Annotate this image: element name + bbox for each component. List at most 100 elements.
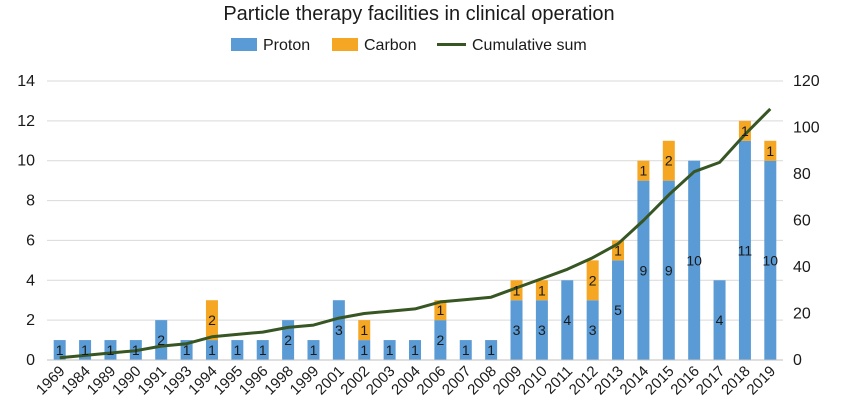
bar-carbon: [586, 260, 599, 301]
bar-proton: [764, 160, 777, 360]
data-label-proton: 3: [513, 322, 521, 338]
bar-proton: [561, 280, 574, 360]
data-label-proton: 3: [538, 322, 546, 338]
data-label-proton: 9: [640, 262, 648, 278]
data-label-proton: 3: [589, 322, 597, 338]
data-label-carbon: 1: [741, 123, 749, 139]
right-tick-label: 60: [793, 213, 811, 230]
bar-carbon: [662, 140, 675, 181]
cumulative-line: [59, 107, 772, 360]
data-label-proton: 4: [563, 312, 571, 328]
bar-proton: [459, 340, 472, 360]
data-label-carbon: 2: [208, 312, 216, 328]
bar-proton: [637, 180, 650, 360]
right-tick-label: 80: [793, 166, 811, 183]
data-label-proton: 1: [56, 342, 64, 358]
data-label-proton: 9: [665, 262, 673, 278]
left-tick-label: 14: [17, 73, 35, 90]
right-tick-label: 40: [793, 259, 811, 276]
data-label-proton: 2: [436, 332, 444, 348]
data-label-proton: 1: [310, 342, 318, 358]
bar-proton: [332, 300, 345, 360]
bar-proton: [409, 340, 421, 360]
data-label-proton: 1: [386, 342, 394, 358]
data-label-proton: 5: [614, 302, 622, 318]
data-label-proton: 1: [132, 342, 140, 358]
data-label-carbon: 2: [665, 153, 673, 169]
bar-proton: [256, 340, 269, 360]
right-y-axis: 0 20 40 60 80 100 120: [793, 73, 820, 369]
bar-proton: [434, 320, 447, 360]
data-label-carbon: 1: [436, 302, 444, 318]
data-label-carbon: 1: [614, 242, 622, 258]
data-label-proton: 1: [462, 342, 470, 358]
data-label-proton: 1: [259, 342, 267, 358]
data-label-proton: 11: [738, 242, 753, 258]
bar-proton: [535, 300, 548, 360]
data-label-proton: 4: [716, 312, 724, 328]
bar-proton: [155, 320, 168, 360]
left-tick-label: 0: [26, 352, 35, 369]
data-label-carbon: 1: [538, 282, 546, 298]
bar-carbon: [637, 160, 650, 181]
bar-proton: [713, 280, 726, 360]
chart-title: Particle therapy facilities in clinical …: [223, 3, 614, 25]
left-tick-label: 8: [26, 193, 35, 210]
right-tick-label: 100: [793, 120, 820, 137]
data-label-proton: 1: [107, 342, 115, 358]
legend-label-carbon: Carbon: [364, 37, 416, 54]
bar-proton: [383, 340, 396, 360]
bar-carbon: [434, 300, 447, 321]
data-label-proton: 1: [360, 342, 368, 358]
data-label-proton: 10: [686, 252, 702, 268]
left-tick-label: 10: [17, 153, 35, 170]
bar-proton: [307, 340, 320, 360]
legend: Proton Carbon Cumulative sum: [231, 37, 587, 54]
legend-label-proton: Proton: [263, 37, 310, 54]
data-label-proton: 1: [411, 342, 419, 358]
bar-proton: [231, 340, 244, 360]
data-label-proton: 2: [157, 332, 165, 348]
bars: [53, 120, 777, 360]
x-axis: 1969198419891990199119931994199519961998…: [33, 359, 783, 399]
x-tick-label: 2019: [744, 363, 780, 399]
data-label-proton: 3: [335, 322, 343, 338]
bar-carbon: [510, 280, 523, 301]
bar-carbon: [764, 140, 777, 161]
data-label-carbon: 1: [766, 143, 774, 159]
data-label-proton: 1: [487, 342, 495, 358]
legend-label-cumulative: Cumulative sum: [472, 37, 587, 54]
bar-proton: [738, 140, 751, 360]
data-label-proton: 10: [763, 252, 779, 268]
legend-swatch-carbon: [332, 38, 358, 51]
bar-proton: [586, 300, 599, 360]
bar-carbon: [358, 320, 371, 341]
data-label-proton: 1: [183, 342, 191, 358]
bar-carbon: [205, 300, 218, 341]
bar-proton: [612, 260, 625, 360]
bar-proton: [510, 300, 523, 360]
cumulative-sum-line: [59, 107, 772, 360]
data-label-proton: 1: [208, 342, 216, 358]
left-y-axis: 0 2 4 6 8 10 12 14: [17, 73, 35, 369]
right-tick-label: 0: [793, 352, 802, 369]
right-tick-label: 20: [793, 306, 811, 323]
bar-proton: [205, 340, 218, 360]
bar-proton: [53, 340, 66, 360]
bar-carbon: [535, 280, 548, 301]
data-label-proton: 1: [81, 342, 89, 358]
legend-swatch-proton: [231, 38, 257, 51]
right-tick-label: 120: [793, 73, 820, 90]
data-label-proton: 1: [233, 342, 241, 358]
bar-proton: [282, 320, 295, 360]
left-tick-label: 6: [26, 232, 35, 249]
bar-proton: [688, 160, 701, 360]
data-label-carbon: 1: [513, 282, 521, 298]
data-label-proton: 2: [284, 332, 292, 348]
bar-proton: [662, 180, 675, 360]
left-tick-label: 2: [26, 312, 35, 329]
bar-proton: [358, 340, 371, 360]
bar-proton: [104, 340, 117, 360]
